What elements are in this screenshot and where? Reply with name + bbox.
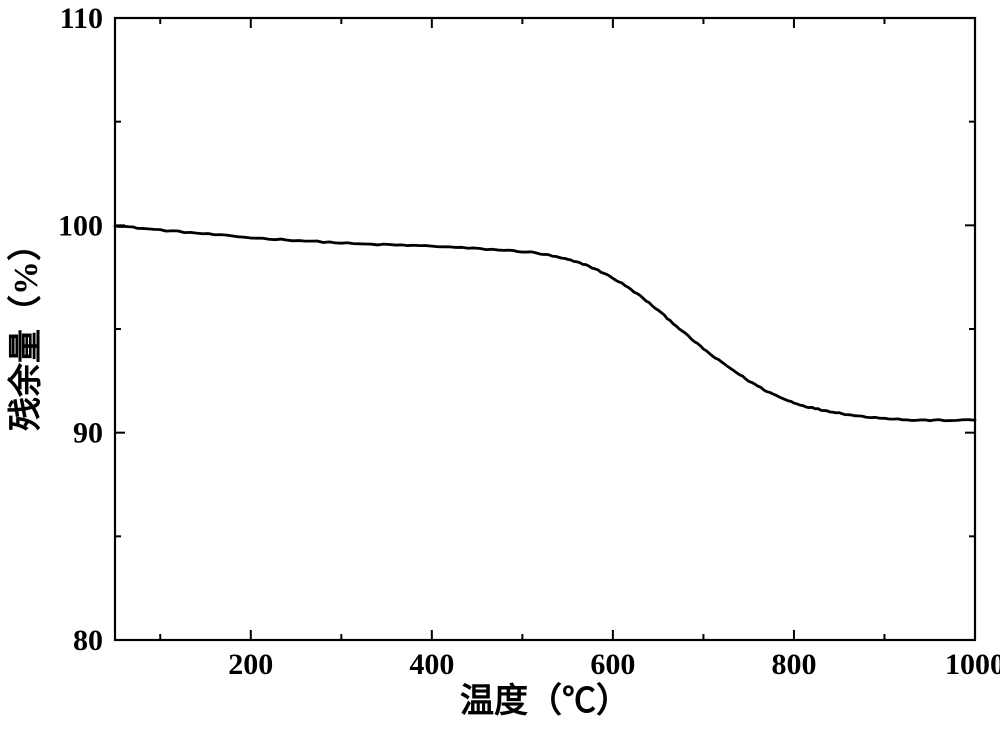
x-tick-label: 400: [409, 648, 454, 681]
x-tick-label: 1000: [945, 648, 1000, 681]
x-tick-label: 800: [771, 648, 816, 681]
tga-chart: 200 400 600 800 1000 80 90 100 110 温度（℃） 残余量（%）: [0, 0, 1000, 740]
y-tick-label: 100: [58, 209, 103, 242]
y-tick-label: 110: [60, 2, 103, 35]
y-axis-label: 残余量（%）: [6, 227, 45, 431]
y-tick-label: 80: [73, 624, 103, 657]
x-tick-label: 600: [590, 648, 635, 681]
x-axis-label: 温度（℃）: [460, 681, 630, 720]
y-tick-label: 90: [73, 417, 103, 450]
x-tick-label: 200: [228, 648, 273, 681]
chart-canvas: 200 400 600 800 1000 80 90 100 110 温度（℃） 残余量（%）: [0, 0, 1000, 740]
